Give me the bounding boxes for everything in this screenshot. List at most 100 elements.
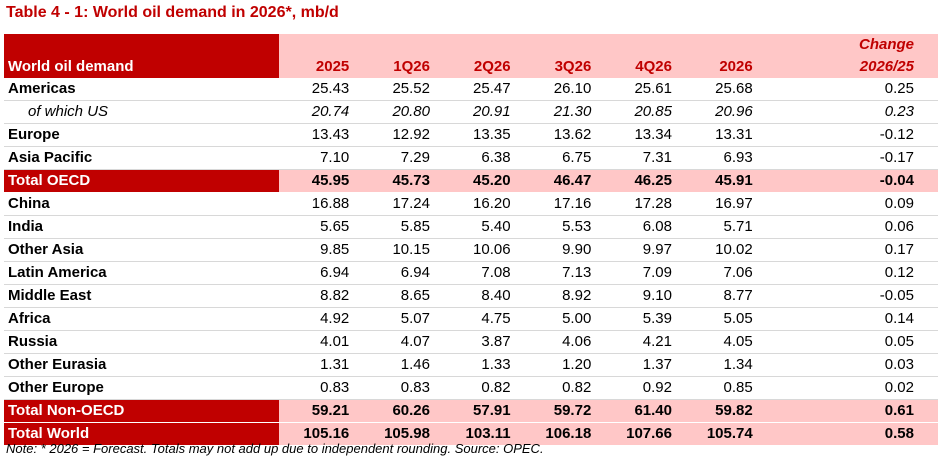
value-cell: 8.92	[520, 284, 602, 308]
value-cell: 1.31	[278, 353, 360, 377]
header-label: World oil demand	[4, 56, 279, 78]
value-cell: 9.10	[601, 284, 682, 308]
row-label: Europe	[4, 123, 279, 147]
change-cell: -0.05	[762, 284, 938, 308]
value-cell: 45.95	[278, 169, 360, 193]
change-cell: 0.61	[762, 399, 938, 423]
value-cell: 4.07	[359, 330, 440, 354]
value-cell: 3.87	[439, 330, 521, 354]
header-blank	[520, 34, 602, 56]
row-label: India	[4, 215, 279, 239]
value-cell: 13.31	[682, 123, 763, 147]
table-row: India 5.65 5.85 5.40 5.53 6.08 5.71 0.06	[4, 215, 938, 239]
value-cell: 8.82	[278, 284, 360, 308]
table-row: Other Eurasia 1.31 1.46 1.33 1.20 1.37 1.34 0.0…	[4, 353, 938, 377]
header-blank	[439, 34, 521, 56]
change-cell: 0.17	[762, 238, 938, 262]
row-label: Other Europe	[4, 376, 279, 400]
value-cell: 106.18	[520, 422, 602, 446]
row-label: Other Eurasia	[4, 353, 279, 377]
value-cell: 45.91	[682, 169, 763, 193]
value-cell: 20.96	[682, 100, 763, 124]
value-cell: 8.40	[439, 284, 521, 308]
value-cell: 17.24	[359, 192, 440, 216]
value-cell: 103.11	[439, 422, 521, 446]
value-cell: 46.47	[520, 169, 602, 193]
value-cell: 7.06	[682, 261, 763, 285]
change-cell: 0.06	[762, 215, 938, 239]
table-row: China 16.88 17.24 16.20 17.16 17.28 16.97 0.09	[4, 192, 938, 216]
header-blank	[278, 34, 360, 56]
value-cell: 7.09	[601, 261, 682, 285]
column-header: 4Q26	[601, 56, 682, 78]
value-cell: 13.34	[601, 123, 682, 147]
total-row: Total Non-OECD 59.21 60.26 57.91 59.72 61.40 5…	[4, 399, 938, 423]
row-label: Asia Pacific	[4, 146, 279, 170]
value-cell: 5.00	[520, 307, 602, 331]
value-cell: 1.34	[682, 353, 763, 377]
value-cell: 25.68	[682, 78, 763, 101]
header-blank	[682, 34, 763, 56]
header-label-cell-top	[4, 34, 279, 56]
value-cell: 5.07	[359, 307, 440, 331]
value-cell: 8.65	[359, 284, 440, 308]
value-cell: 25.43	[278, 78, 360, 101]
value-cell: 16.20	[439, 192, 521, 216]
total-row: Total OECD 45.95 45.73 45.20 46.47 46.25 45.91…	[4, 169, 938, 193]
row-label: Middle East	[4, 284, 279, 308]
change-header-line2: 2026/25	[762, 56, 938, 78]
table-row: Other Europe 0.83 0.83 0.82 0.82 0.92 0.85 0.02	[4, 376, 938, 400]
value-cell: 4.05	[682, 330, 763, 354]
table-row: Middle East 8.82 8.65 8.40 8.92 9.10 8.77 -0.05	[4, 284, 938, 308]
value-cell: 10.06	[439, 238, 521, 262]
header-row-1: Change	[4, 34, 938, 56]
row-label: of which US	[4, 100, 279, 124]
value-cell: 6.94	[359, 261, 440, 285]
row-label: Other Asia	[4, 238, 279, 262]
value-cell: 20.80	[359, 100, 440, 124]
change-cell: -0.12	[762, 123, 938, 147]
change-header-line1: Change	[762, 34, 938, 56]
value-cell: 8.77	[682, 284, 763, 308]
header-blank	[359, 34, 440, 56]
value-cell: 105.16	[278, 422, 360, 446]
header-blank	[601, 34, 682, 56]
value-cell: 0.92	[601, 376, 682, 400]
table-body: Americas 25.43 25.52 25.47 26.10 25.61 25.68 0.…	[4, 78, 938, 446]
change-cell: 0.25	[762, 78, 938, 101]
change-cell: 0.58	[762, 422, 938, 446]
change-cell: 0.02	[762, 376, 938, 400]
value-cell: 5.53	[520, 215, 602, 239]
value-cell: 1.46	[359, 353, 440, 377]
value-cell: 6.08	[601, 215, 682, 239]
value-cell: 6.38	[439, 146, 521, 170]
value-cell: 16.88	[278, 192, 360, 216]
value-cell: 0.82	[439, 376, 521, 400]
table-row: Latin America 6.94 6.94 7.08 7.13 7.09 7.06 0.1…	[4, 261, 938, 285]
oil-demand-table: Change World oil demand 2025 1Q26 2Q26 3…	[4, 34, 938, 446]
change-cell: 0.14	[762, 307, 938, 331]
value-cell: 17.28	[601, 192, 682, 216]
table-row: Russia 4.01 4.07 3.87 4.06 4.21 4.05 0.05	[4, 330, 938, 354]
value-cell: 6.93	[682, 146, 763, 170]
value-cell: 59.21	[278, 399, 360, 423]
value-cell: 17.16	[520, 192, 602, 216]
value-cell: 10.02	[682, 238, 763, 262]
value-cell: 4.75	[439, 307, 521, 331]
row-label: Latin America	[4, 261, 279, 285]
value-cell: 13.62	[520, 123, 602, 147]
value-cell: 7.08	[439, 261, 521, 285]
value-cell: 0.83	[359, 376, 440, 400]
column-header: 2026	[682, 56, 763, 78]
row-label: Total OECD	[4, 169, 279, 193]
change-cell: -0.17	[762, 146, 938, 170]
value-cell: 4.06	[520, 330, 602, 354]
value-cell: 13.43	[278, 123, 360, 147]
value-cell: 25.47	[439, 78, 521, 101]
value-cell: 46.25	[601, 169, 682, 193]
row-label: Africa	[4, 307, 279, 331]
value-cell: 1.20	[520, 353, 602, 377]
column-header: 2Q26	[439, 56, 521, 78]
value-cell: 25.61	[601, 78, 682, 101]
value-cell: 59.82	[682, 399, 763, 423]
